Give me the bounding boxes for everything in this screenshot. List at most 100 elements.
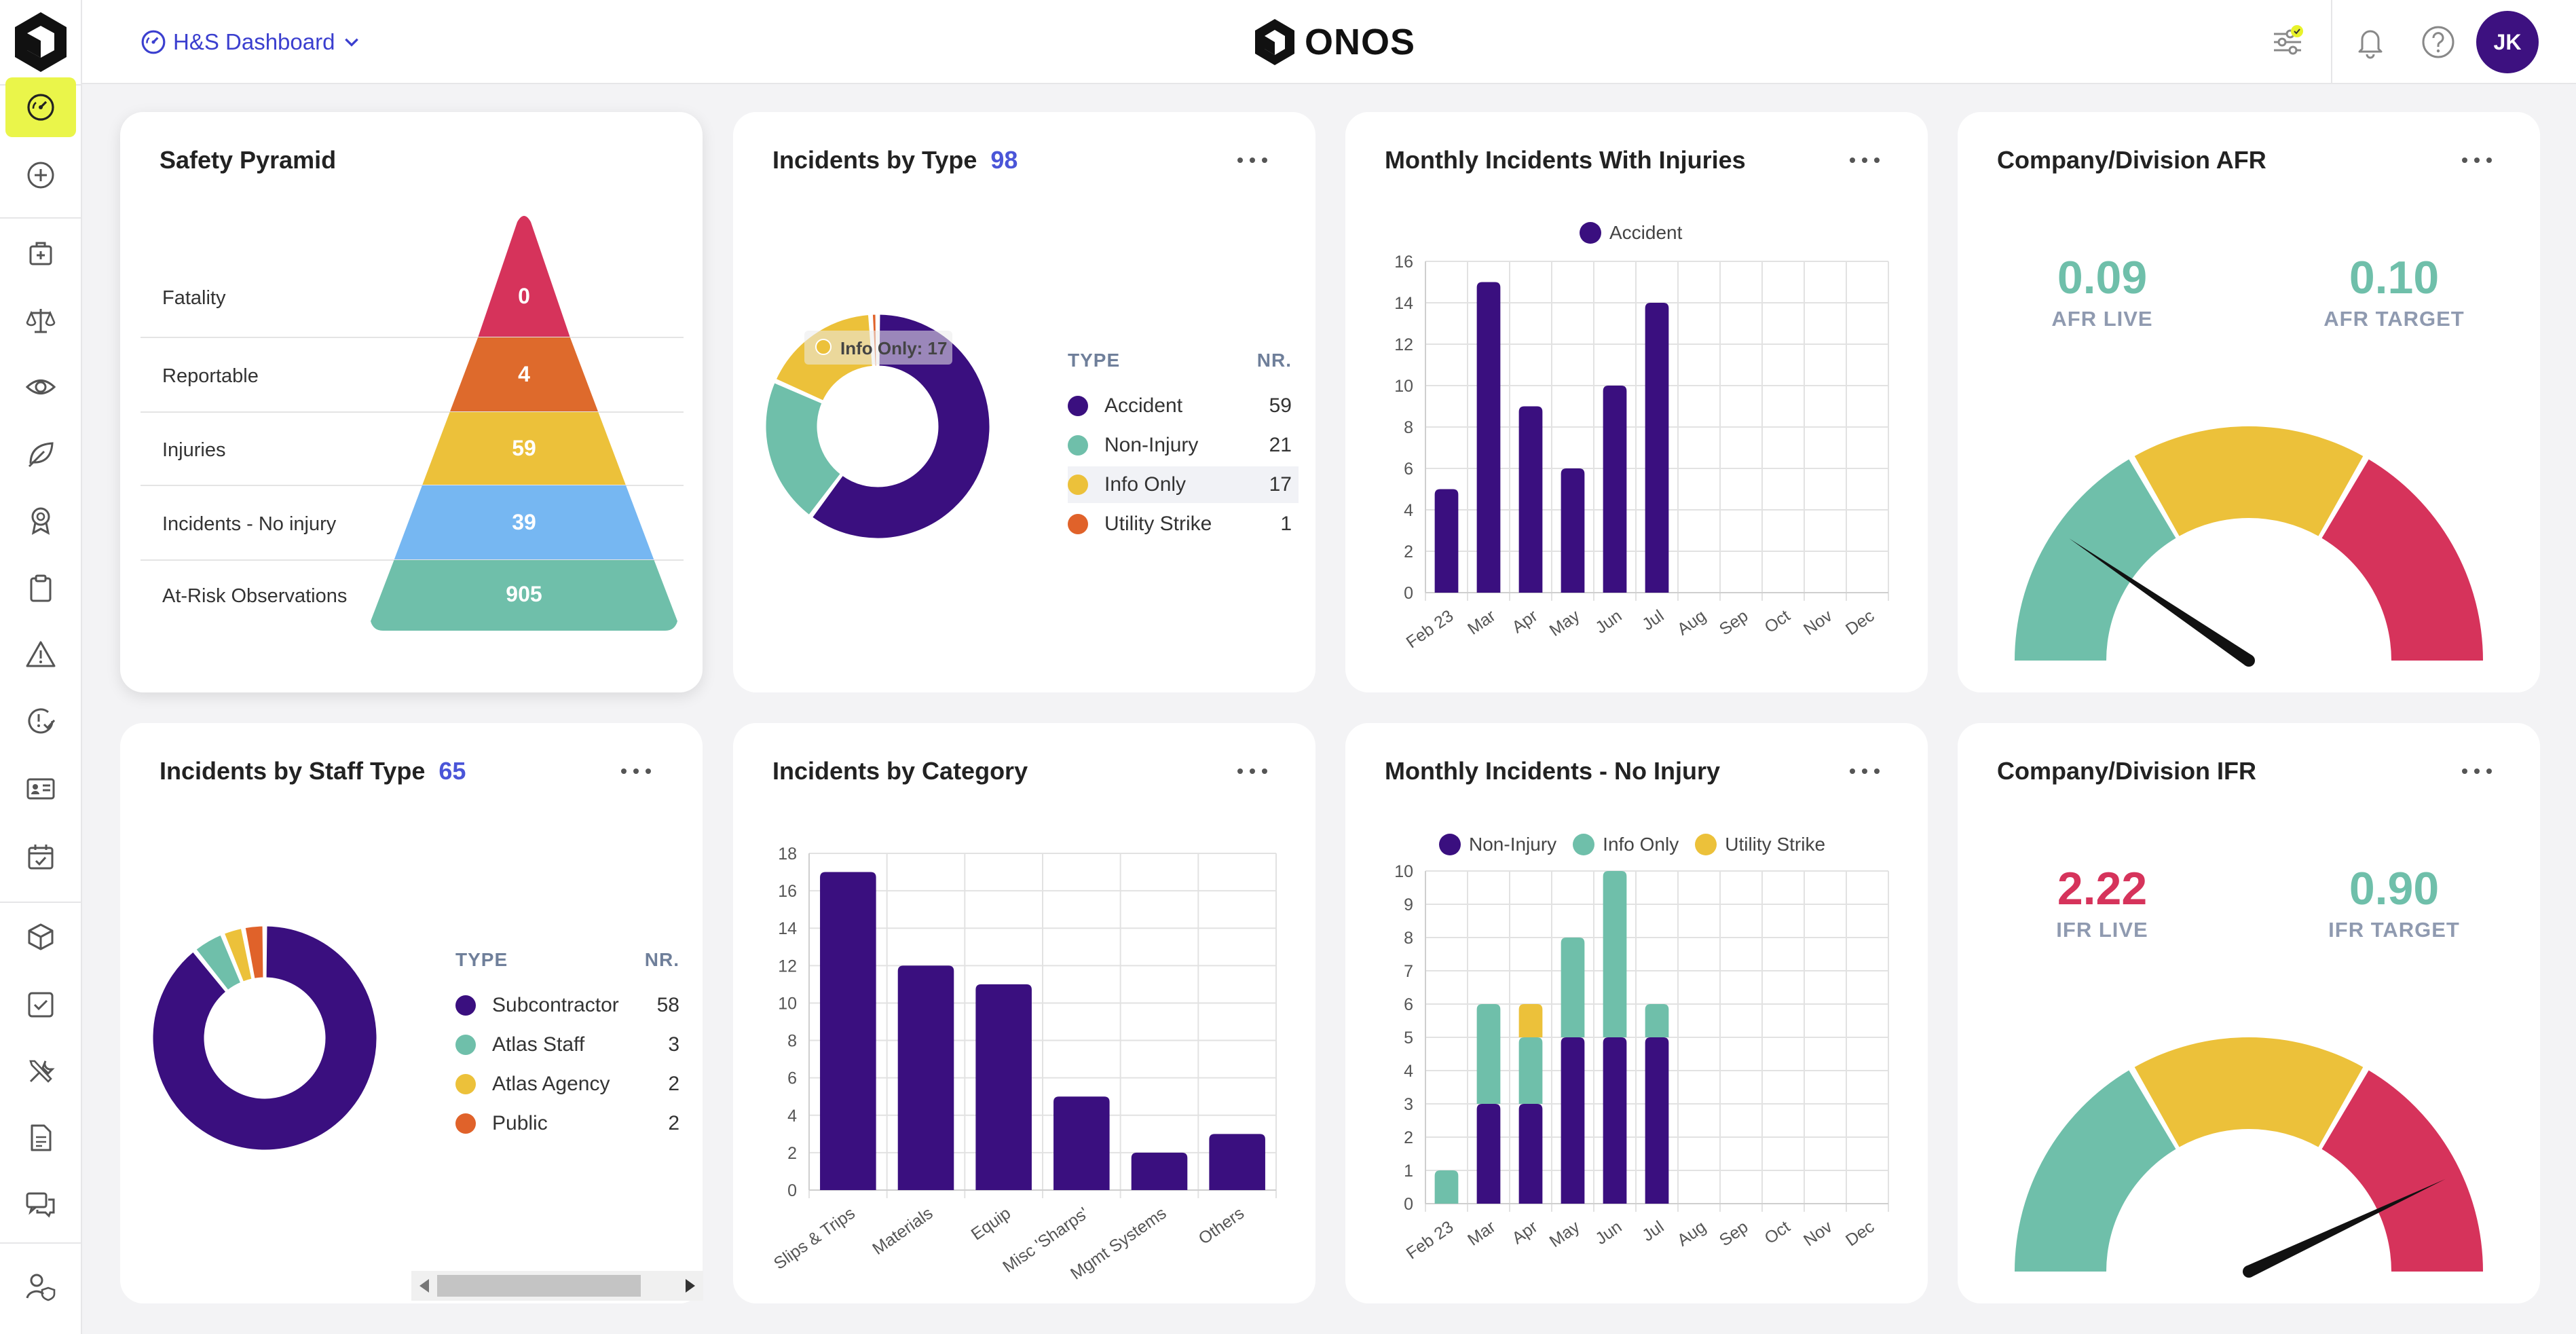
sidebar-nav-chat[interactable] — [5, 1174, 76, 1234]
y-tick-label: 8 — [787, 1032, 797, 1051]
y-tick-label: 4 — [1404, 1062, 1413, 1081]
sidebar-nav-user-shield[interactable] — [5, 1256, 76, 1316]
sidebar-nav-box[interactable] — [5, 907, 76, 967]
legend-item[interactable]: Utility Strike — [1695, 834, 1825, 855]
y-tick-label: 10 — [1394, 377, 1413, 396]
x-tick-label: Feb 23 — [1403, 1217, 1457, 1263]
sidebar-nav-dashboard[interactable] — [5, 77, 76, 137]
horizontal-scrollbar[interactable] — [411, 1271, 703, 1301]
onos-logo-icon — [1255, 19, 1294, 65]
legend-item[interactable]: Accident — [1580, 222, 1682, 244]
scroll-right-arrow-icon[interactable] — [686, 1279, 695, 1293]
more-options-icon[interactable] — [1844, 761, 1885, 781]
sidebar-nav-tools[interactable] — [5, 1041, 76, 1101]
type-row[interactable]: Atlas Staff 3 — [455, 1026, 679, 1063]
y-tick-label: 10 — [1394, 862, 1413, 881]
type-swatch — [455, 995, 476, 1016]
sidebar-nav-alert-check[interactable] — [5, 691, 76, 751]
type-row[interactable]: Public 2 — [455, 1105, 679, 1142]
column-header-type: TYPE — [1068, 350, 1121, 371]
column-header-nr: NR. — [1256, 350, 1292, 371]
x-tick-label: Equip — [968, 1204, 1014, 1244]
x-tick-label: Jul — [1639, 606, 1667, 634]
donut-slice — [810, 312, 992, 540]
dashboard-selector[interactable]: H&S Dashboard — [141, 26, 360, 58]
bar — [1518, 1037, 1543, 1104]
medical-kit-icon — [29, 242, 52, 265]
more-options-icon[interactable] — [1844, 150, 1885, 170]
sidebar-nav-eye[interactable] — [5, 357, 76, 417]
type-row[interactable]: Non-Injury 21 — [1068, 427, 1299, 464]
gauge-segment — [2134, 1037, 2364, 1147]
type-row[interactable]: Subcontractor 58 — [455, 987, 679, 1024]
more-options-icon[interactable] — [1232, 761, 1273, 781]
card-title: Monthly Incidents With Injuries — [1385, 146, 1746, 174]
sidebar-nav-checkbox[interactable] — [5, 975, 76, 1035]
bar — [1476, 1004, 1501, 1104]
bar — [1476, 1104, 1501, 1204]
monthly-no-injury-bar-chart: 0 1 2 3 4 5 6 7 8 9 10 Feb 23 Mar Apr May Jun Jul Aug Sep O… — [1394, 862, 1889, 1263]
card-title-text: Incidents by Staff Type — [160, 757, 426, 785]
sidebar-nav-add[interactable] — [5, 145, 76, 205]
pyramid-level-2 — [449, 337, 599, 412]
card-title: Safety Pyramid — [160, 146, 337, 174]
type-row[interactable]: Atlas Agency 2 — [455, 1066, 679, 1103]
gauge-segment — [2321, 1070, 2483, 1272]
leaf-icon — [28, 442, 54, 468]
y-tick-label: 2 — [787, 1144, 797, 1163]
y-tick-label: 0 — [787, 1181, 797, 1200]
legend-label: Utility Strike — [1725, 834, 1826, 855]
type-swatch — [455, 1074, 476, 1094]
more-options-icon[interactable] — [1232, 150, 1273, 170]
safety-pyramid-card: Safety Pyramid 0 Fatality 4 Reportable 59 Inj… — [120, 112, 703, 692]
safety-pyramid-chart: 0 Fatality 4 Reportable 59 Injuries 39 Incident… — [141, 216, 684, 631]
monthly-injuries-card: Monthly Incidents With Injuries Accident… — [1345, 112, 1928, 692]
afr-gauge — [2015, 426, 2483, 667]
pyramid-label: Injuries — [162, 439, 226, 461]
tooltip-swatch — [815, 339, 832, 355]
pyramid-value: 0 — [518, 284, 530, 308]
sidebar-nav-calendar[interactable] — [5, 827, 76, 887]
sidebar-nav-scales[interactable] — [5, 291, 76, 350]
calendar-icon — [28, 845, 54, 870]
notifications-button[interactable] — [2346, 18, 2395, 67]
sidebar-nav-document[interactable] — [5, 1108, 76, 1168]
pyramid-label: Reportable — [162, 365, 259, 387]
bar — [1476, 282, 1501, 593]
filter-settings-button[interactable] — [2263, 18, 2312, 67]
pyramid-value: 39 — [512, 510, 536, 534]
pyramid-label: Incidents - No injury — [162, 513, 337, 535]
scroll-left-arrow-icon[interactable] — [419, 1279, 429, 1293]
type-row[interactable]: Info Only 17 — [1068, 466, 1299, 503]
more-options-icon[interactable] — [2457, 150, 2497, 170]
type-row[interactable]: Accident 59 — [1068, 388, 1299, 424]
sidebar-nav-medical-kit[interactable] — [5, 223, 76, 282]
x-tick-label: Jun — [1592, 1217, 1625, 1248]
pyramid-value: 905 — [506, 582, 542, 606]
legend-item[interactable]: Non-Injury — [1439, 834, 1556, 855]
bar — [1603, 871, 1627, 1037]
x-tick-label: Mar — [1464, 1217, 1499, 1250]
more-options-icon[interactable] — [2457, 761, 2497, 781]
scrollbar-thumb[interactable] — [437, 1275, 641, 1297]
sidebar-nav-id-card[interactable] — [5, 759, 76, 819]
type-row[interactable]: Utility Strike 1 — [1068, 506, 1299, 542]
type-count: 59 — [1269, 394, 1292, 417]
more-options-icon[interactable] — [616, 761, 656, 781]
user-avatar[interactable]: JK — [2476, 11, 2539, 73]
onos-logo-icon[interactable] — [11, 10, 71, 75]
y-tick-label: 0 — [1404, 584, 1413, 603]
sidebar-nav-warning[interactable] — [5, 625, 76, 684]
legend-item[interactable]: Info Only — [1573, 834, 1679, 855]
sidebar-nav-award[interactable] — [5, 490, 76, 550]
bar — [1603, 386, 1627, 593]
y-tick-label: 6 — [1404, 460, 1413, 479]
clipboard-icon — [30, 574, 52, 602]
x-tick-label: Apr — [1509, 1217, 1542, 1248]
help-button[interactable] — [2414, 18, 2463, 67]
sidebar-nav-clipboard[interactable] — [5, 558, 76, 618]
sidebar-nav-leaf[interactable] — [5, 424, 76, 483]
y-tick-label: 12 — [778, 957, 797, 976]
award-icon — [31, 507, 50, 535]
pyramid-value: 59 — [512, 436, 536, 460]
